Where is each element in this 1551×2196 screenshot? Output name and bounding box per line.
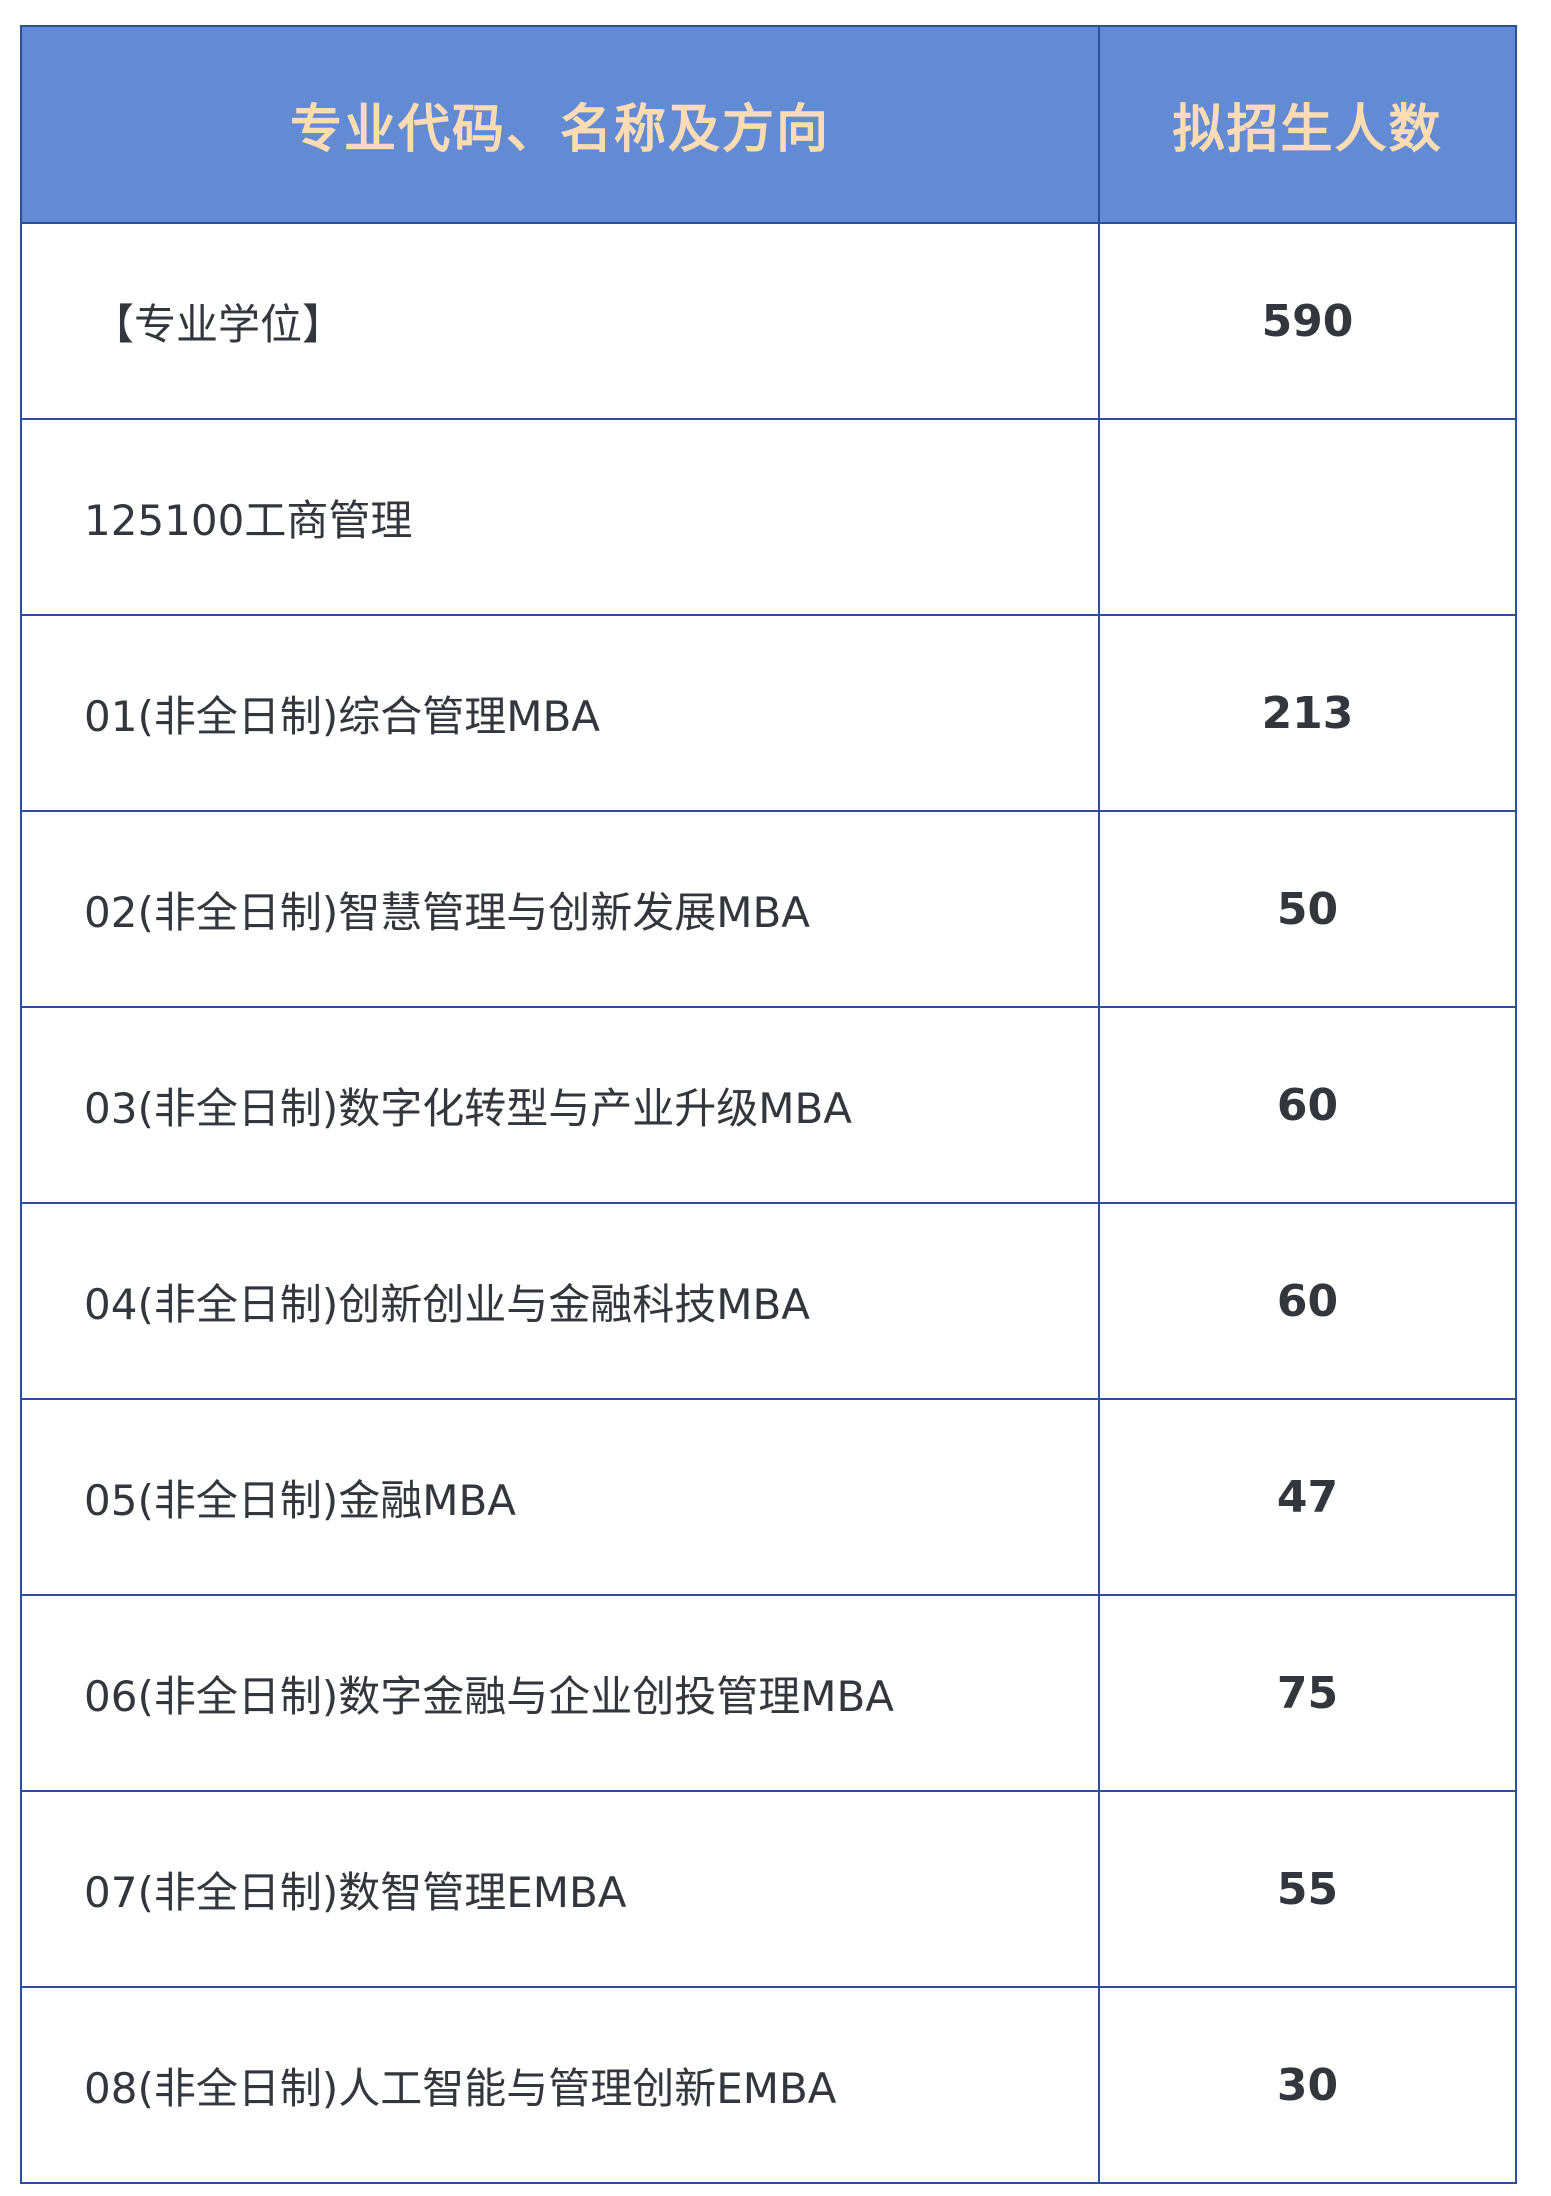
table-row: 08(非全日制)人工智能与管理创新EMBA 30 xyxy=(20,1986,1517,2184)
table-row: 01(非全日制)综合管理MBA 213 xyxy=(20,614,1517,812)
major-name: 05(非全日制)金融MBA xyxy=(20,1398,1100,1596)
major-name: 03(非全日制)数字化转型与产业升级MBA xyxy=(20,1006,1100,1204)
enrollment-count: 47 xyxy=(1098,1398,1517,1596)
table-row: 125100工商管理 xyxy=(20,418,1517,616)
header-row: 专业代码、名称及方向 拟招生人数 xyxy=(20,25,1517,224)
major-name: 125100工商管理 xyxy=(20,418,1100,616)
table-row: 02(非全日制)智慧管理与创新发展MBA 50 xyxy=(20,810,1517,1008)
enrollment-count: 60 xyxy=(1098,1202,1517,1400)
enrollment-count: 213 xyxy=(1098,614,1517,812)
major-name: 06(非全日制)数字金融与企业创投管理MBA xyxy=(20,1594,1100,1792)
major-name: 07(非全日制)数智管理EMBA xyxy=(20,1790,1100,1988)
enrollment-table: 专业代码、名称及方向 拟招生人数 【专业学位】 590 125100工商管理 01(非… xyxy=(20,25,1517,2184)
enrollment-count: 30 xyxy=(1098,1986,1517,2184)
table-row: 03(非全日制)数字化转型与产业升级MBA 60 xyxy=(20,1006,1517,1204)
table-row: 【专业学位】 590 xyxy=(20,222,1517,420)
table-row: 04(非全日制)创新创业与金融科技MBA 60 xyxy=(20,1202,1517,1400)
major-name: 【专业学位】 xyxy=(20,222,1100,420)
header-major: 专业代码、名称及方向 xyxy=(20,25,1100,224)
table-row: 07(非全日制)数智管理EMBA 55 xyxy=(20,1790,1517,1988)
major-name: 02(非全日制)智慧管理与创新发展MBA xyxy=(20,810,1100,1008)
major-name: 01(非全日制)综合管理MBA xyxy=(20,614,1100,812)
enrollment-count: 590 xyxy=(1098,222,1517,420)
table-row: 06(非全日制)数字金融与企业创投管理MBA 75 xyxy=(20,1594,1517,1792)
enrollment-count xyxy=(1098,418,1517,616)
major-name: 04(非全日制)创新创业与金融科技MBA xyxy=(20,1202,1100,1400)
enrollment-count: 75 xyxy=(1098,1594,1517,1792)
header-count: 拟招生人数 xyxy=(1098,25,1517,224)
enrollment-count: 55 xyxy=(1098,1790,1517,1988)
table-row: 05(非全日制)金融MBA 47 xyxy=(20,1398,1517,1596)
enrollment-count: 60 xyxy=(1098,1006,1517,1204)
enrollment-count: 50 xyxy=(1098,810,1517,1008)
major-name: 08(非全日制)人工智能与管理创新EMBA xyxy=(20,1986,1100,2184)
